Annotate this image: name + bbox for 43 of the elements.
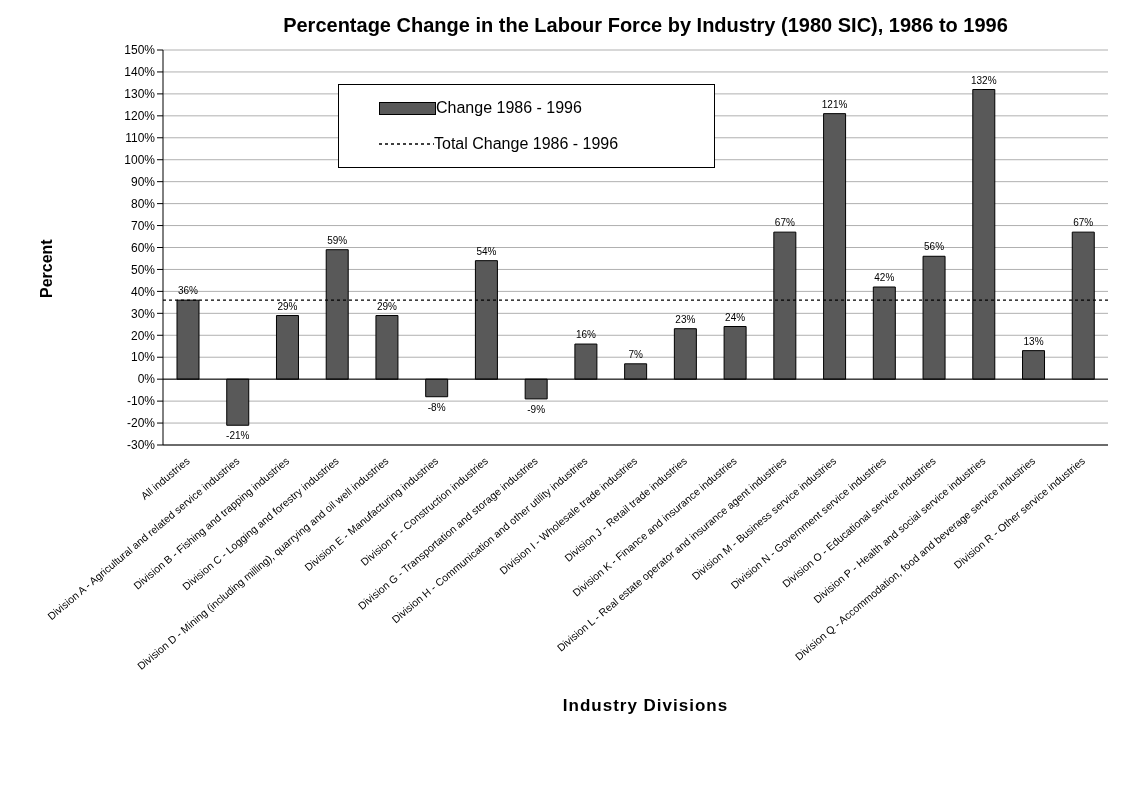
y-tick-label: 40%: [130, 284, 156, 299]
data-label: -8%: [427, 401, 446, 413]
chart-title: Percentage Change in the Labour Force by Industry (1980 SIC), 1986 to 1996: [282, 14, 1009, 37]
y-axis-title: Percent: [38, 239, 56, 298]
data-label: 7%: [628, 348, 643, 360]
data-label: 16%: [575, 329, 597, 341]
y-tick-label: -20%: [126, 416, 156, 431]
y-tick-label: 80%: [130, 196, 156, 211]
data-label: 132%: [971, 74, 997, 86]
data-label: 42%: [874, 272, 895, 283]
y-tick-label: 120%: [124, 109, 156, 124]
data-label: 67%: [1073, 217, 1094, 229]
data-label: 54%: [476, 245, 497, 257]
legend-label: Change 1986 - 1996: [436, 99, 582, 117]
data-label: 56%: [924, 241, 945, 253]
y-tick-label: 90%: [130, 174, 156, 189]
data-label: 13%: [1023, 335, 1044, 347]
y-tick-label: 10%: [130, 350, 156, 365]
data-label: -21%: [226, 430, 250, 442]
data-label: 24%: [725, 311, 746, 323]
y-tick-label: 20%: [130, 328, 156, 343]
data-label: 121%: [821, 98, 848, 110]
data-label: -9%: [527, 403, 546, 415]
x-axis-title: Industry Divisions: [561, 696, 730, 716]
y-tick-label: 60%: [130, 240, 156, 255]
data-label: 29%: [277, 300, 298, 312]
y-tick-label: -30%: [126, 438, 156, 453]
y-tick-label: 50%: [130, 262, 156, 277]
data-label: 67%: [774, 217, 795, 229]
y-tick-label: 70%: [130, 218, 156, 233]
data-label: 23%: [675, 313, 696, 325]
y-tick-label: 130%: [124, 87, 156, 102]
y-tick-label: 0%: [137, 372, 156, 387]
y-tick-label: 140%: [124, 65, 156, 80]
y-tick-label: 110%: [125, 131, 156, 146]
data-label: 29%: [376, 300, 398, 312]
legend-label: Total Change 1986 - 1996: [434, 135, 619, 153]
y-tick-label: 100%: [124, 152, 156, 167]
data-label: 36%: [177, 285, 199, 297]
y-tick-label: 150%: [124, 43, 156, 58]
data-label: 59%: [327, 234, 348, 246]
y-tick-label: -10%: [126, 394, 156, 409]
y-tick-label: 30%: [130, 306, 156, 321]
